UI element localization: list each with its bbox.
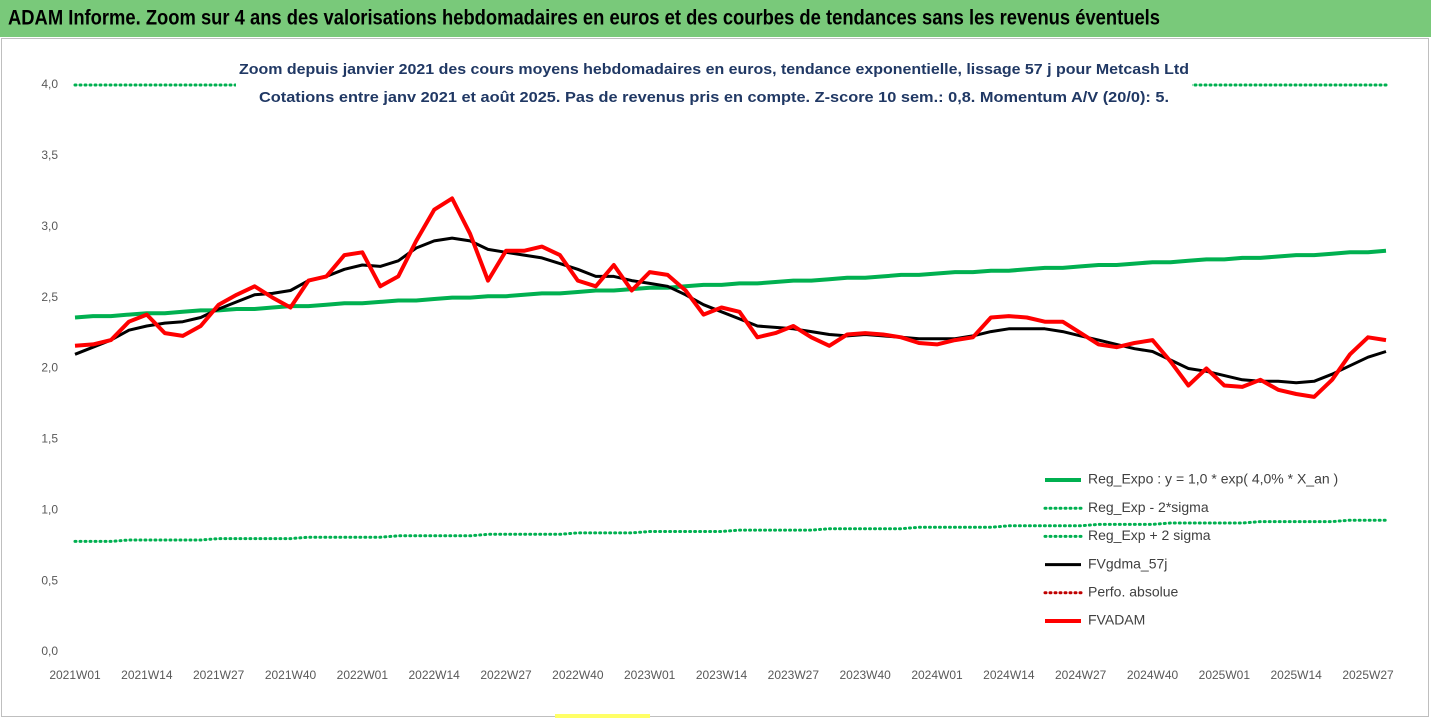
y-tick-label: 0,0 [41, 644, 58, 658]
x-tick-label: 2024W40 [1127, 668, 1179, 682]
x-tick-label: 2025W27 [1342, 668, 1394, 682]
header-band [0, 0, 1431, 37]
x-tick-label: 2022W14 [408, 668, 460, 682]
series-line [74, 196, 1387, 399]
legend-label: FVgdma_57j [1088, 555, 1167, 571]
legend-label: Reg_Exp + 2 sigma [1088, 527, 1211, 543]
x-tick-label: 2023W27 [768, 668, 820, 682]
x-tick-label: 2022W40 [552, 668, 604, 682]
series-line [73, 518, 1388, 543]
x-tick-label: 2024W14 [983, 668, 1035, 682]
x-tick-label: 2022W01 [337, 668, 389, 682]
x-tick-label: 2023W40 [839, 668, 891, 682]
legend-label: Reg_Exp - 2*sigma [1088, 499, 1209, 515]
legend-label: FVADAM [1088, 612, 1145, 628]
y-tick-label: 1,0 [41, 502, 58, 516]
decoration [555, 714, 650, 718]
y-tick-label: 3,0 [41, 219, 58, 233]
chart-subtitle: Cotations entre janv 2021 et août 2025. … [259, 89, 1169, 106]
x-tick-label: 2021W14 [121, 668, 173, 682]
x-tick-label: 2021W01 [49, 668, 101, 682]
title-box [236, 56, 1192, 112]
y-tick-label: 1,5 [41, 432, 58, 446]
x-tick-label: 2023W14 [696, 668, 748, 682]
y-tick-label: 0,5 [41, 573, 58, 587]
x-tick-label: 2022W27 [480, 668, 532, 682]
x-tick-label: 2024W27 [1055, 668, 1107, 682]
y-tick-label: 4,0 [41, 77, 58, 91]
header-title: ADAM Informe. Zoom sur 4 ans des valoris… [8, 7, 1160, 30]
legend-label: Perfo. absolue [1088, 584, 1178, 600]
x-tick-label: 2021W27 [193, 668, 245, 682]
y-tick-label: 3,5 [41, 148, 58, 162]
x-tick-label: 2025W14 [1270, 668, 1322, 682]
x-tick-label: 2023W01 [624, 668, 676, 682]
x-tick-label: 2025W01 [1199, 668, 1251, 682]
x-tick-label: 2021W40 [265, 668, 317, 682]
chart-title: Zoom depuis janvier 2021 des cours moyen… [239, 61, 1189, 78]
y-tick-label: 2,5 [41, 290, 58, 304]
y-tick-label: 2,0 [41, 361, 58, 375]
chart-frame [1, 38, 1429, 717]
x-tick-label: 2024W01 [911, 668, 963, 682]
legend-label: Reg_Expo : y = 1,0 * exp( 4,0% * X_an ) [1088, 471, 1338, 487]
